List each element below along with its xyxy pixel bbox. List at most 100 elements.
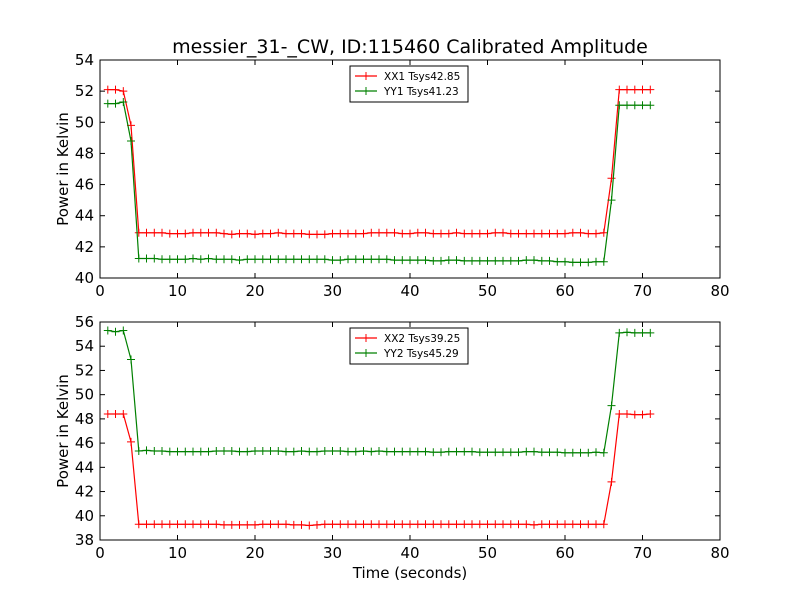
data-point xyxy=(599,520,608,529)
data-point xyxy=(336,229,345,238)
y-tick-label: 44 xyxy=(75,207,94,225)
data-point xyxy=(545,520,554,529)
data-point xyxy=(134,520,143,529)
data-point xyxy=(289,447,298,456)
data-point xyxy=(189,254,197,263)
data-point xyxy=(289,229,298,238)
series-line xyxy=(107,413,651,527)
data-point xyxy=(258,447,267,455)
x-tick-label: 0 xyxy=(95,544,105,562)
data-point xyxy=(251,447,259,455)
y-tick-label: 50 xyxy=(75,386,94,404)
data-point xyxy=(406,256,414,265)
data-point xyxy=(522,256,531,265)
data-point xyxy=(111,85,120,94)
data-point xyxy=(537,256,546,265)
data-point xyxy=(506,520,515,529)
data-point xyxy=(313,447,321,456)
data-point xyxy=(359,447,368,455)
data-point xyxy=(111,327,120,336)
data-point xyxy=(444,447,453,456)
data-point xyxy=(165,520,174,529)
data-point xyxy=(421,520,430,529)
data-point xyxy=(615,328,624,337)
data-point xyxy=(375,520,383,529)
data-point xyxy=(545,256,554,265)
data-point xyxy=(103,85,112,94)
data-point xyxy=(158,520,166,529)
data-point xyxy=(576,448,585,457)
data-point xyxy=(165,229,174,238)
data-point xyxy=(561,257,569,266)
legend-label: XX2 Tsys39.25 xyxy=(384,333,460,345)
data-point xyxy=(561,229,569,238)
data-point xyxy=(328,229,337,238)
data-point xyxy=(119,326,128,335)
data-point xyxy=(491,520,500,529)
y-tick-label: 40 xyxy=(75,269,94,287)
data-point xyxy=(437,256,445,265)
data-point xyxy=(351,229,360,238)
data-point xyxy=(468,447,476,456)
data-point xyxy=(119,410,128,418)
data-point xyxy=(398,229,407,238)
data-point xyxy=(173,229,182,238)
data-point xyxy=(313,230,321,239)
data-point xyxy=(382,447,391,456)
data-point xyxy=(421,447,430,456)
data-point xyxy=(475,229,484,238)
data-point xyxy=(328,520,337,529)
y-tick-label: 46 xyxy=(75,434,94,452)
data-point xyxy=(189,447,197,456)
data-point xyxy=(212,228,221,237)
data-point xyxy=(305,521,314,530)
data-point xyxy=(320,520,329,529)
data-point xyxy=(258,229,267,238)
data-point xyxy=(274,447,283,455)
data-point xyxy=(359,229,368,238)
data-point xyxy=(390,228,399,237)
data-point xyxy=(599,448,608,457)
data-point xyxy=(274,228,283,237)
data-point xyxy=(127,437,135,446)
data-point xyxy=(134,447,143,455)
data-point xyxy=(468,256,476,265)
legend-marker xyxy=(362,334,370,342)
data-point xyxy=(553,520,562,529)
x-tick-label: 60 xyxy=(555,282,574,300)
data-point xyxy=(227,447,236,455)
data-point xyxy=(444,256,453,265)
data-point xyxy=(227,230,236,239)
y-tick-label: 40 xyxy=(75,507,94,525)
data-point xyxy=(638,328,647,337)
data-point xyxy=(243,520,252,529)
data-point xyxy=(235,520,244,529)
data-point xyxy=(243,447,252,456)
data-point xyxy=(320,230,329,239)
x-tick-label: 50 xyxy=(478,544,497,562)
x-tick-label: 40 xyxy=(400,544,419,562)
data-point xyxy=(220,255,228,264)
data-point xyxy=(514,229,523,238)
data-point xyxy=(584,448,593,457)
y-tick-label: 48 xyxy=(75,410,94,428)
data-point xyxy=(173,447,182,456)
data-point xyxy=(452,256,461,265)
data-point xyxy=(537,520,546,529)
data-point xyxy=(266,520,275,529)
data-point xyxy=(452,447,461,456)
data-point xyxy=(499,256,507,265)
data-point xyxy=(460,520,469,529)
data-point xyxy=(468,229,476,238)
data-point xyxy=(382,520,391,529)
data-point xyxy=(599,257,608,266)
data-point xyxy=(413,520,422,529)
data-point xyxy=(344,255,352,264)
data-point xyxy=(576,520,585,529)
data-point xyxy=(576,258,585,267)
data-point xyxy=(630,85,639,94)
data-point xyxy=(297,520,306,529)
data-point xyxy=(150,254,159,263)
data-point xyxy=(460,256,469,265)
